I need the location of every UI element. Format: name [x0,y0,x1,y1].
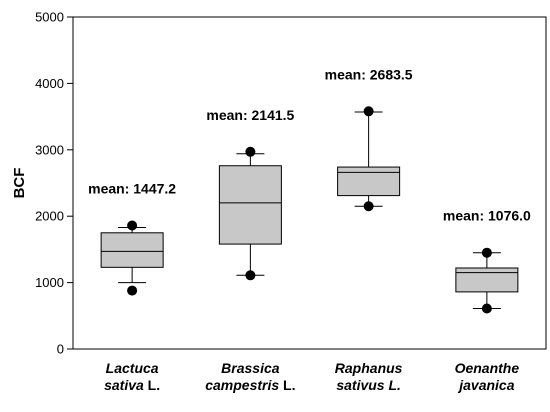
labels: mean: 1447.2 Lactuca sativa L. mean: 2141.5… [88,66,531,393]
box-group-4 [455,247,519,314]
y-tick-label: 2000 [35,209,64,224]
category-label-part: sativa [104,377,144,393]
outlier-point [481,247,492,258]
mean-label: mean: 1447.2 [88,180,176,196]
box-group-3 [337,106,401,212]
y-tick-label: 4000 [35,76,64,91]
outlier-point [127,220,138,231]
box-group-1 [100,220,164,296]
boxes [100,106,519,314]
y-tick-label: 5000 [35,10,64,25]
box-group-2 [218,146,282,281]
iqr-box [100,232,164,268]
y-tick-label: 3000 [35,142,64,157]
y-axis-title: BCF [11,168,28,199]
mean-label: mean: 1076.0 [443,208,531,224]
category-label: Oenanthe javanica [455,360,520,393]
iqr-box [455,267,519,293]
category-label-part: L. [144,377,160,393]
category-label-part: Brassica [221,360,280,376]
category-label-part: campestris [205,377,279,393]
outlier-point [127,285,138,296]
mean-label: mean: 2141.5 [206,107,294,123]
axes: 0 1000 2000 3000 4000 5000 [35,10,547,357]
mean-label: mean: 2683.5 [325,66,413,82]
outlier-point [363,106,374,117]
iqr-box [337,166,401,197]
category-label: Raphanus sativus L. [335,360,403,393]
category-label: Lactuca sativa L. [104,360,160,393]
iqr-box [218,165,282,245]
category-label-part: Oenanthe [455,360,520,376]
category-label-part: L. [279,377,295,393]
y-tick-label: 0 [57,342,64,357]
category-label-part: Raphanus [335,360,403,376]
outlier-point [245,146,256,157]
outlier-point [245,270,256,281]
outlier-point [481,303,492,314]
category-label: Brassica campestris L. [205,360,295,393]
category-label-part: javanica [457,377,514,393]
category-label-part: sativus L. [336,377,401,393]
plot-frame [72,16,547,350]
outlier-point [363,201,374,212]
category-label-part: Lactuca [106,360,159,376]
y-tick-label: 1000 [35,275,64,290]
